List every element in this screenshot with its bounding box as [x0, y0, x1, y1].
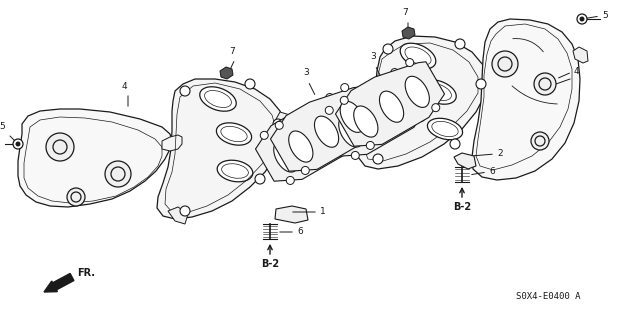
- Polygon shape: [255, 97, 365, 181]
- Text: B-2: B-2: [261, 259, 279, 269]
- Circle shape: [67, 188, 85, 206]
- Ellipse shape: [340, 101, 364, 132]
- Ellipse shape: [339, 116, 363, 147]
- Ellipse shape: [300, 126, 324, 157]
- Circle shape: [340, 84, 349, 92]
- Circle shape: [432, 104, 440, 112]
- Circle shape: [383, 44, 393, 54]
- Circle shape: [531, 132, 549, 150]
- Polygon shape: [402, 27, 415, 39]
- Text: B-2: B-2: [453, 202, 471, 212]
- Polygon shape: [157, 79, 285, 219]
- Polygon shape: [168, 207, 188, 224]
- Circle shape: [301, 167, 309, 174]
- Ellipse shape: [364, 101, 388, 132]
- Circle shape: [105, 161, 131, 187]
- Ellipse shape: [405, 76, 429, 108]
- Circle shape: [406, 59, 413, 67]
- Circle shape: [450, 139, 460, 149]
- Polygon shape: [335, 62, 445, 146]
- Text: 5: 5: [0, 122, 5, 131]
- Ellipse shape: [400, 43, 436, 69]
- Circle shape: [340, 96, 348, 104]
- Text: 7: 7: [402, 8, 408, 17]
- Circle shape: [255, 174, 265, 184]
- Ellipse shape: [354, 106, 378, 137]
- Circle shape: [352, 139, 360, 147]
- Polygon shape: [358, 36, 487, 169]
- Circle shape: [534, 73, 556, 95]
- Circle shape: [245, 79, 255, 89]
- Text: 6: 6: [297, 227, 303, 236]
- Circle shape: [15, 142, 20, 146]
- Circle shape: [373, 154, 383, 164]
- Text: 2: 2: [497, 150, 502, 159]
- Circle shape: [366, 141, 374, 149]
- Polygon shape: [573, 47, 588, 63]
- Text: FR.: FR.: [77, 268, 95, 278]
- Circle shape: [476, 79, 486, 89]
- Ellipse shape: [420, 80, 456, 104]
- Circle shape: [367, 129, 375, 137]
- Ellipse shape: [289, 131, 313, 162]
- Ellipse shape: [390, 86, 414, 117]
- Ellipse shape: [216, 123, 252, 145]
- Ellipse shape: [314, 116, 339, 147]
- Circle shape: [273, 119, 283, 129]
- Circle shape: [326, 93, 333, 101]
- Text: 1: 1: [320, 207, 326, 217]
- Polygon shape: [162, 135, 182, 151]
- Text: 7: 7: [229, 47, 235, 56]
- Circle shape: [351, 152, 359, 160]
- Text: 4: 4: [121, 82, 127, 91]
- Ellipse shape: [217, 160, 253, 182]
- Text: 3: 3: [370, 52, 376, 61]
- Text: S0X4-E0400 A: S0X4-E0400 A: [515, 292, 580, 301]
- Polygon shape: [220, 67, 233, 79]
- Polygon shape: [271, 87, 380, 171]
- Polygon shape: [454, 153, 476, 169]
- Polygon shape: [275, 112, 292, 129]
- Polygon shape: [321, 72, 429, 156]
- Circle shape: [275, 121, 284, 129]
- Circle shape: [579, 17, 584, 21]
- Circle shape: [390, 69, 399, 77]
- Ellipse shape: [274, 141, 298, 172]
- Circle shape: [492, 51, 518, 77]
- Circle shape: [260, 131, 268, 139]
- Ellipse shape: [428, 118, 463, 140]
- Text: 5: 5: [602, 11, 608, 20]
- Text: 6: 6: [489, 167, 495, 176]
- Circle shape: [417, 114, 425, 122]
- Circle shape: [13, 139, 23, 149]
- Text: 4: 4: [574, 68, 580, 77]
- Ellipse shape: [380, 91, 404, 122]
- Polygon shape: [275, 206, 308, 223]
- Circle shape: [455, 39, 465, 49]
- Circle shape: [180, 206, 190, 216]
- Text: 3: 3: [303, 68, 309, 77]
- FancyArrow shape: [44, 273, 74, 292]
- Circle shape: [577, 14, 587, 24]
- Circle shape: [180, 86, 190, 96]
- Ellipse shape: [325, 111, 349, 142]
- Ellipse shape: [200, 87, 236, 111]
- Polygon shape: [472, 19, 580, 180]
- Circle shape: [325, 106, 333, 114]
- Circle shape: [46, 133, 74, 161]
- Circle shape: [286, 176, 294, 184]
- Polygon shape: [18, 109, 172, 207]
